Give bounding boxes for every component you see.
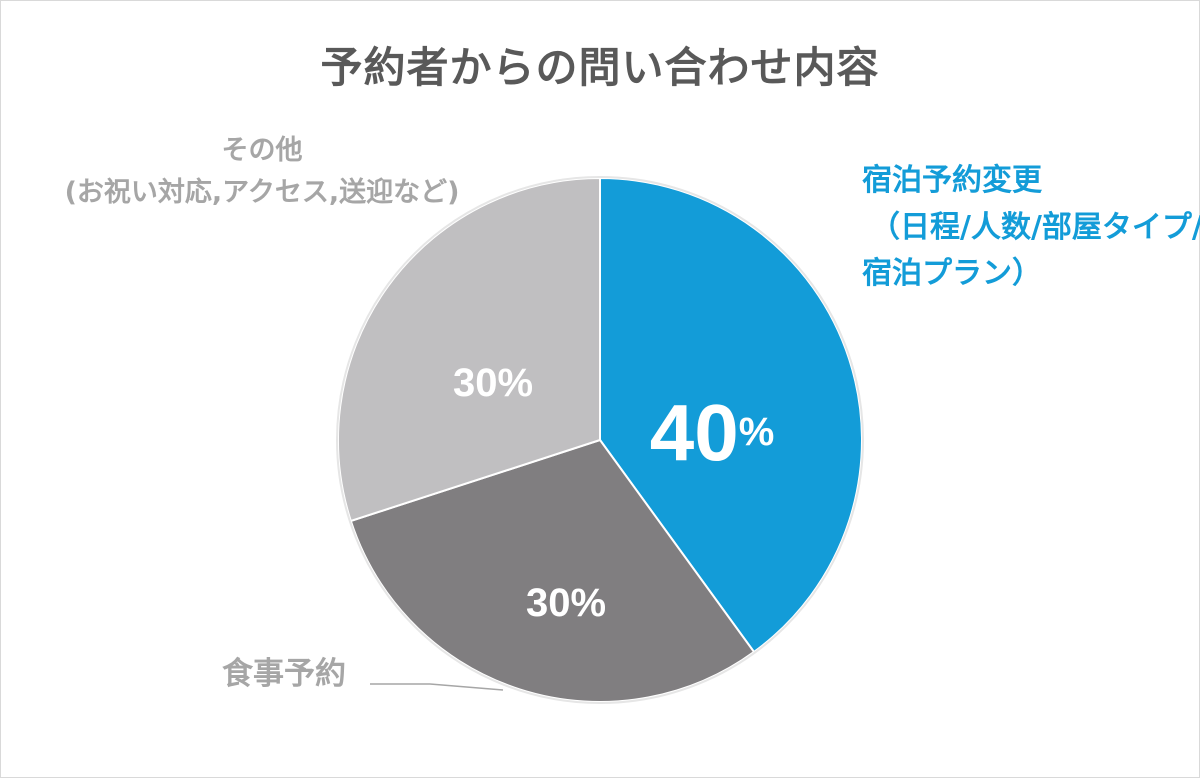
pie-outline — [336, 176, 864, 704]
pie-slice-food — [349, 438, 756, 703]
slice-percent-value: 40 — [650, 388, 739, 477]
chart-title: 予約者からの問い合わせ内容 — [320, 43, 880, 92]
slice-percent-label: 40% — [650, 388, 775, 477]
pie-slice-hotel-change — [599, 176, 863, 654]
category-label-line: 宿泊予約変更 — [862, 163, 1042, 198]
pie-slice-other — [337, 176, 601, 523]
category-label-line: （日程/人数/部屋タイプ/ — [870, 209, 1200, 245]
category-label-other: その他 (お祝い対応,アクセス,送迎など) — [36, 130, 488, 214]
slice-percent-suffix: % — [739, 410, 775, 454]
category-label-line: 宿泊プラン） — [862, 256, 1042, 291]
category-label-line: その他 — [221, 135, 303, 166]
category-label-food: 食事予約 — [222, 650, 346, 698]
category-label-hotel-change: 宿泊予約変更 （日程/人数/部屋タイプ/ 宿泊プラン） — [862, 158, 1200, 298]
leader-line-food — [370, 683, 504, 691]
slice-percent-label: 30% — [526, 581, 606, 625]
category-label-line: (お祝い対応,アクセス,送迎など) — [64, 176, 460, 208]
slice-percent-label: 30% — [453, 361, 533, 405]
category-label-line: 食事予約 — [222, 656, 346, 692]
